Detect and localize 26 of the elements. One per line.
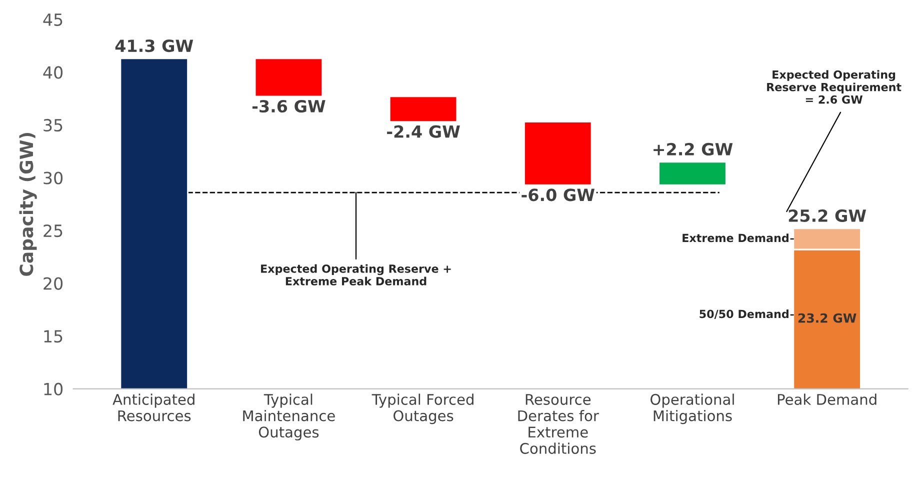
total-label: 25.2 GW — [788, 209, 866, 222]
y-tick-label: 15 — [44, 330, 62, 343]
x-tick-label: Resource Derates for Extreme Conditions — [518, 394, 599, 454]
y-tick-label: 35 — [44, 118, 62, 132]
data-label: -6.0 GW — [522, 188, 595, 202]
data-label: -3.6 GW — [252, 100, 326, 113]
annotation: Expected Operating Reserve Requirement = 2.6 GW — [767, 70, 902, 104]
y-tick-label: 10 — [44, 382, 63, 396]
annotation: Extreme Demand — [682, 234, 788, 242]
ref-line-label: Expected Operating Reserve + Extreme Peak Demand — [261, 264, 451, 286]
x-tick-label: Operational Mitigations — [650, 394, 734, 424]
y-tick-label: 20 — [44, 277, 63, 290]
y-tick-label: 30 — [44, 172, 63, 184]
y-tick-label: 40 — [43, 66, 63, 79]
data-label: +2.2 GW — [654, 142, 733, 156]
x-tick-label: Typical Forced Outages — [372, 394, 474, 424]
x-tick-label: Peak Demand — [778, 394, 876, 405]
annotation: 50/50 Demand — [700, 310, 788, 320]
y-axis-title: Capacity (GW) — [19, 132, 37, 276]
data-label: 41.3 GW — [115, 39, 194, 52]
x-tick-label: Typical Maintenance Outages — [243, 394, 335, 440]
y-tick-label: 45 — [43, 14, 62, 26]
data-label: 23.2 GW — [798, 313, 856, 323]
y-tick-label: 25 — [44, 224, 62, 238]
data-label: -2.4 GW — [387, 125, 460, 138]
x-tick-label: Anticipated Resources — [112, 394, 194, 422]
